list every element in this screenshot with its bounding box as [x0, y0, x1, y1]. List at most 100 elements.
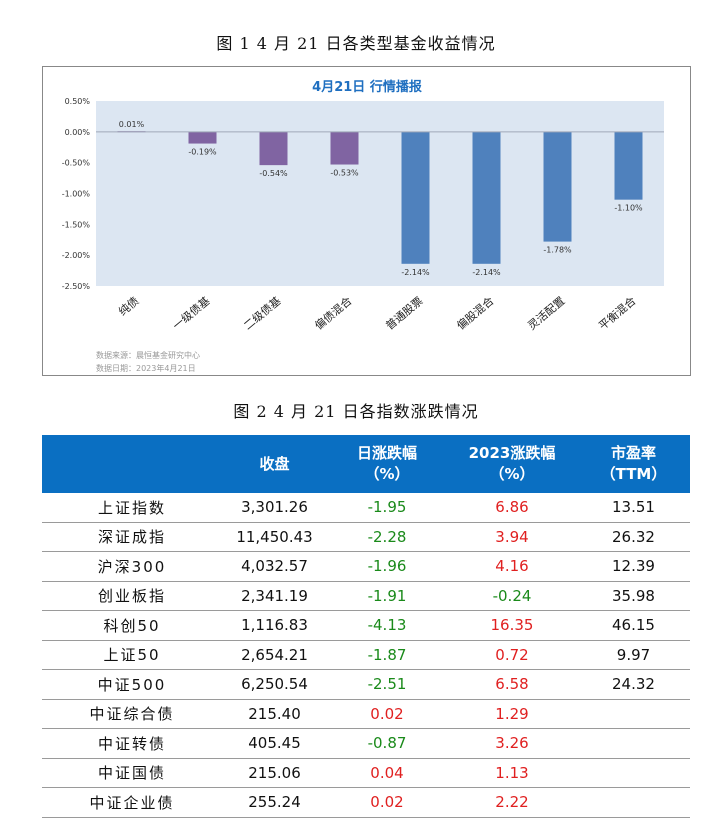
pe-ttm-cell: 24.32 — [577, 669, 690, 700]
index-name-cell: 中证500 — [42, 669, 222, 700]
pe-ttm-cell: 12.39 — [577, 551, 690, 582]
ytd-change-cell: 6.58 — [447, 669, 577, 700]
ytd-change-cell: 6.86 — [447, 493, 577, 523]
close-value-cell: 3,301.26 — [222, 493, 327, 523]
column-header: 2023涨跌幅 （%） — [447, 435, 577, 493]
data-label: -0.53% — [330, 169, 359, 178]
x-tick-label: 平衡混合 — [596, 294, 639, 333]
data-label: -2.14% — [472, 268, 501, 277]
pe-ttm-cell: 13.51 — [577, 493, 690, 523]
index-name-cell: 深证成指 — [42, 522, 222, 552]
table-row: 中证综合债 215.40 0.02 1.29 — [42, 699, 690, 729]
data-label: -1.10% — [614, 204, 643, 213]
chart-source: 数据来源：晨恒基金研究中心 — [96, 351, 200, 360]
column-header: 市盈率 （TTM） — [577, 435, 690, 493]
pe-ttm-cell — [577, 758, 690, 788]
index-name-cell: 科创50 — [42, 610, 222, 641]
daily-change-cell: -1.87 — [327, 640, 447, 670]
ytd-change-cell: 16.35 — [447, 610, 577, 641]
table-row: 上证50 2,654.21 -1.87 0.72 9.97 — [42, 640, 690, 670]
bar — [330, 131, 359, 165]
index-name-cell: 上证50 — [42, 640, 222, 670]
y-tick-label: -2.50% — [62, 282, 91, 291]
table-row: 中证企业债 255.24 0.02 2.22 — [42, 787, 690, 818]
table-row: 科创50 1,116.83 -4.13 16.35 46.15 — [42, 610, 690, 641]
x-tick-label: 纯债 — [116, 294, 142, 319]
column-header — [42, 435, 222, 493]
bar-chart: 4月21日 行情播报 0.50% 0.00% -0.50% -1.00% -1.50% -2… — [62, 79, 664, 333]
pe-ttm-cell — [577, 699, 690, 729]
ytd-change-cell: 3.94 — [447, 522, 577, 552]
column-header: 日涨跌幅 （%） — [327, 435, 447, 493]
figure1-caption: 图 1 4 月 21 日各类型基金收益情况 — [216, 34, 496, 53]
x-tick-label: 偏债混合 — [312, 294, 355, 333]
pe-ttm-cell: 9.97 — [577, 640, 690, 670]
table-header-row: 收盘 日涨跌幅 （%） 2023涨跌幅 （%） 市盈率 （TTM） — [42, 435, 690, 493]
daily-change-cell: 0.04 — [327, 758, 447, 788]
bar — [401, 131, 430, 264]
daily-change-cell: -2.51 — [327, 669, 447, 700]
y-tick-label: -1.50% — [62, 220, 91, 229]
index-name-cell: 创业板指 — [42, 581, 222, 611]
y-tick-label: 0.00% — [65, 128, 91, 137]
ytd-change-cell: 0.72 — [447, 640, 577, 670]
ytd-change-cell: 4.16 — [447, 551, 577, 582]
pe-ttm-cell — [577, 787, 690, 818]
ytd-change-cell: 3.26 — [447, 728, 577, 759]
figure2-caption: 图 2 4 月 21 日各指数涨跌情况 — [233, 402, 479, 421]
table-row: 中证国债 215.06 0.04 1.13 — [42, 758, 690, 788]
y-tick-label: -1.00% — [62, 190, 91, 199]
close-value-cell: 215.06 — [222, 758, 327, 788]
bar — [614, 131, 643, 200]
index-name-cell: 中证综合债 — [42, 699, 222, 729]
close-value-cell: 4,032.57 — [222, 551, 327, 582]
index-table: 收盘 日涨跌幅 （%） 2023涨跌幅 （%） 市盈率 （TTM） 上证指数 3,301.26… — [42, 435, 690, 818]
table-row: 中证转债 405.45 -0.87 3.26 — [42, 728, 690, 759]
chart-frame: 4月21日 行情播报 0.50% 0.00% -0.50% -1.00% -1.50% -2… — [42, 66, 691, 376]
daily-change-cell: -2.28 — [327, 522, 447, 552]
bar — [259, 131, 288, 166]
table-row: 上证指数 3,301.26 -1.95 6.86 13.51 — [42, 493, 690, 523]
pe-ttm-cell: 26.32 — [577, 522, 690, 552]
x-tick-label: 偏股混合 — [454, 294, 497, 333]
daily-change-cell: -1.91 — [327, 581, 447, 611]
x-tick-label: 灵活配置 — [525, 294, 567, 332]
daily-change-cell: -0.87 — [327, 728, 447, 759]
index-name-cell: 中证国债 — [42, 758, 222, 788]
bar — [472, 131, 501, 264]
pe-ttm-cell: 35.98 — [577, 581, 690, 611]
data-label: -1.78% — [543, 246, 572, 255]
ytd-change-cell: 1.13 — [447, 758, 577, 788]
bar — [543, 131, 572, 242]
daily-change-cell: -1.95 — [327, 493, 447, 523]
chart-date: 数据日期：2023年4月21日 — [96, 364, 196, 373]
close-value-cell: 1,116.83 — [222, 610, 327, 641]
close-value-cell: 405.45 — [222, 728, 327, 759]
daily-change-cell: 0.02 — [327, 787, 447, 818]
daily-change-cell: -4.13 — [327, 610, 447, 641]
ytd-change-cell: -0.24 — [447, 581, 577, 611]
chart-title: 4月21日 行情播报 — [312, 79, 423, 95]
data-label: 0.01% — [119, 120, 145, 129]
close-value-cell: 255.24 — [222, 787, 327, 818]
data-label: -2.14% — [401, 268, 430, 277]
close-value-cell: 215.40 — [222, 699, 327, 729]
ytd-change-cell: 2.22 — [447, 787, 577, 818]
ytd-change-cell: 1.29 — [447, 699, 577, 729]
column-header: 收盘 — [222, 435, 327, 493]
index-name-cell: 中证转债 — [42, 728, 222, 759]
table-row: 深证成指 11,450.43 -2.28 3.94 26.32 — [42, 522, 690, 552]
x-tick-label: 普通股票 — [383, 294, 426, 333]
data-label: -0.54% — [259, 169, 288, 178]
x-tick-label: 一级债基 — [170, 294, 213, 333]
index-name-cell: 沪深300 — [42, 551, 222, 582]
daily-change-cell: 0.02 — [327, 699, 447, 729]
y-tick-label: 0.50% — [65, 97, 91, 106]
close-value-cell: 2,654.21 — [222, 640, 327, 670]
data-label: -0.19% — [188, 148, 217, 157]
bar — [188, 131, 217, 144]
x-tick-label: 二级债基 — [241, 294, 284, 333]
y-tick-label: -0.50% — [62, 159, 91, 168]
plot-area — [96, 101, 664, 286]
close-value-cell: 11,450.43 — [222, 522, 327, 552]
